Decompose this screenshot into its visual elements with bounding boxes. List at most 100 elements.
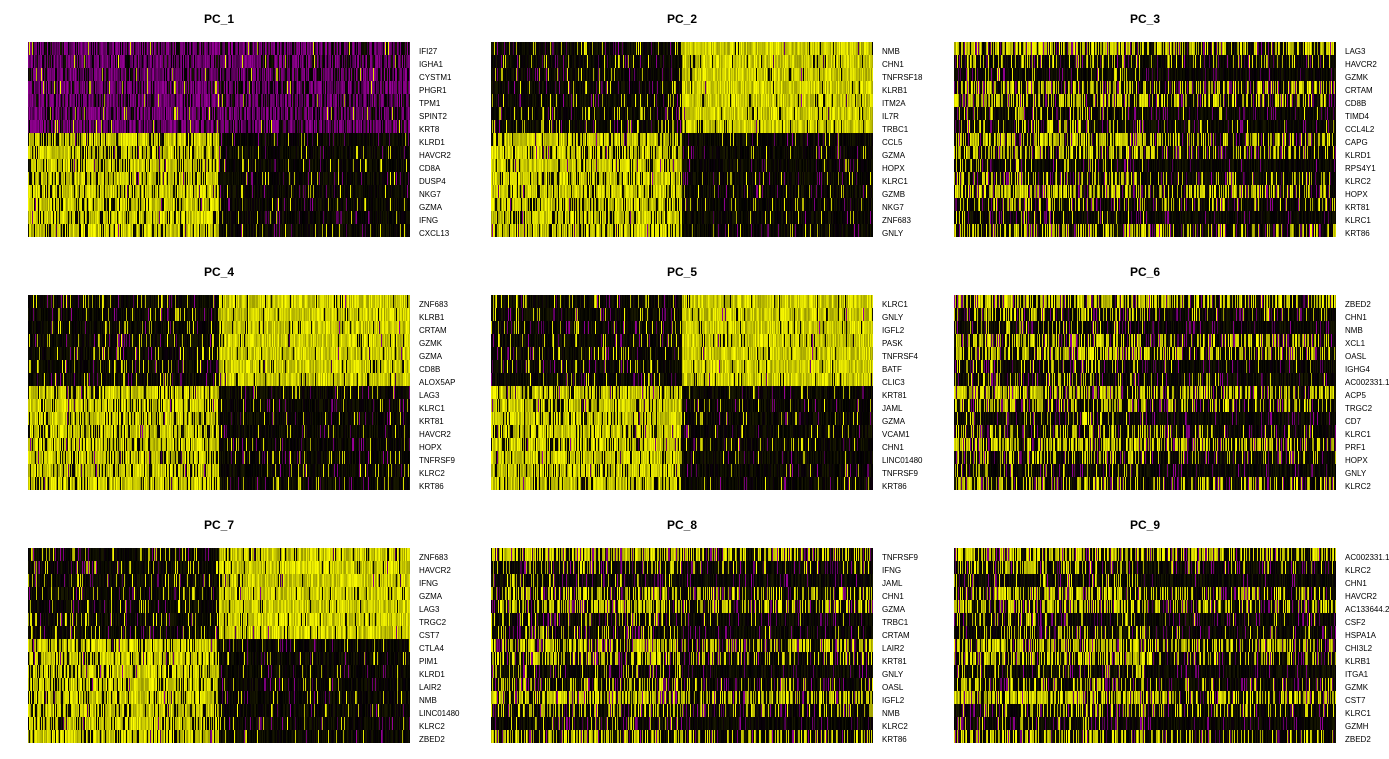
heatmap-cell	[257, 68, 259, 82]
heatmap-cell	[285, 172, 287, 186]
heatmap-cell	[61, 81, 63, 95]
heatmap-cell	[107, 94, 109, 108]
heatmap-cell	[388, 107, 390, 121]
heatmap-cell	[260, 42, 262, 56]
heatmap-cell	[363, 133, 365, 147]
heatmap-cell	[390, 68, 392, 82]
heatmap-cell	[282, 107, 284, 121]
heatmap-cell	[388, 42, 390, 56]
heatmap-cell	[402, 120, 404, 134]
heatmap-cell	[372, 42, 374, 56]
heatmap-cell	[314, 146, 316, 160]
heatmap-cell	[287, 42, 289, 56]
heatmap-cell	[289, 120, 291, 134]
heatmap-cell	[329, 133, 331, 147]
heatmap-cell	[405, 107, 407, 121]
heatmap-cell	[294, 146, 296, 160]
heatmap-cell	[51, 55, 53, 69]
heatmap-cell	[215, 81, 217, 95]
heatmap-cell	[125, 94, 127, 108]
heatmap-cell	[389, 42, 391, 56]
heatmap-cell	[147, 159, 149, 173]
heatmap-cell	[185, 107, 187, 121]
heatmap-cell	[114, 146, 116, 160]
heatmap-cell	[256, 94, 258, 108]
heatmap-cell	[190, 159, 192, 173]
heatmap-cell	[34, 68, 36, 82]
heatmap-cell	[255, 159, 257, 173]
heatmap-cell	[383, 120, 385, 134]
heatmap-cell	[114, 68, 116, 82]
heatmap-cell	[371, 55, 373, 69]
heatmap-cell	[213, 133, 215, 147]
heatmap-cell	[31, 159, 33, 173]
heatmap-cell	[106, 68, 108, 82]
heatmap-cell	[230, 198, 232, 212]
heatmap-cell	[339, 68, 341, 82]
heatmap-cell	[340, 120, 342, 134]
heatmap-cell	[122, 146, 124, 160]
heatmap-cell	[283, 94, 285, 108]
heatmap-cell	[44, 81, 46, 95]
heatmap-cell	[100, 94, 102, 108]
heatmap-cell	[245, 172, 247, 186]
heatmap-cell	[189, 81, 191, 95]
heatmap-cell	[69, 146, 71, 160]
heatmap-cell	[359, 81, 361, 95]
heatmap-cell	[132, 107, 134, 121]
heatmap-cell	[105, 68, 107, 82]
heatmap-cell	[30, 42, 32, 56]
heatmap-cell	[244, 42, 246, 56]
heatmap-cell	[307, 133, 309, 147]
heatmap-cell	[228, 68, 230, 82]
heatmap-cell	[46, 55, 48, 69]
heatmap-cell	[253, 81, 255, 95]
heatmap-cell	[358, 42, 360, 56]
heatmap-cell	[163, 68, 165, 82]
heatmap-cell	[283, 68, 285, 82]
heatmap-cell	[268, 55, 270, 69]
heatmap-cell	[134, 159, 136, 173]
heatmap-cell	[180, 133, 182, 147]
heatmap-cell	[139, 133, 141, 147]
heatmap-cell	[293, 146, 295, 160]
heatmap-cell	[330, 120, 332, 134]
heatmap-cell	[200, 172, 202, 186]
heatmap-cell	[308, 94, 310, 108]
heatmap-cell	[401, 55, 403, 69]
heatmap-cell	[193, 42, 195, 56]
heatmap-cell	[33, 68, 35, 82]
heatmap-cell	[73, 120, 75, 134]
heatmap-cell	[54, 172, 56, 186]
heatmap-cell	[116, 81, 118, 95]
heatmap-cell	[391, 198, 393, 212]
heatmap-cell	[197, 146, 199, 160]
heatmap-cell	[275, 133, 277, 147]
heatmap-cell	[395, 55, 397, 69]
heatmap-cell	[395, 42, 397, 56]
heatmap-cell	[35, 146, 37, 160]
heatmap-cell	[202, 94, 204, 108]
heatmap-cell	[348, 133, 350, 147]
heatmap-cell	[294, 172, 296, 186]
heatmap-cell	[363, 81, 365, 95]
heatmap-cell	[284, 146, 286, 160]
heatmap-cell	[176, 107, 178, 121]
heatmap-cell	[156, 159, 158, 173]
heatmap-cell	[296, 120, 298, 134]
heatmap-cell	[307, 198, 309, 212]
heatmap-cell	[165, 185, 167, 199]
heatmap-cell	[222, 42, 224, 56]
heatmap-cell	[347, 107, 349, 121]
heatmap-cell	[367, 94, 369, 108]
heatmap-cell	[283, 146, 285, 160]
heatmap-cell	[407, 185, 409, 199]
heatmap-cell	[108, 159, 110, 173]
heatmap-cell	[171, 185, 173, 199]
heatmap-cell	[290, 198, 292, 212]
heatmap-cell	[247, 172, 249, 186]
heatmap-cell	[340, 68, 342, 82]
heatmap-cell	[269, 68, 271, 82]
heatmap-cell	[334, 198, 336, 212]
heatmap-cell	[255, 198, 257, 212]
